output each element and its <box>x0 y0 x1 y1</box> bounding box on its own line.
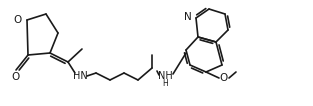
Text: H: H <box>162 80 168 89</box>
Text: O: O <box>14 15 22 25</box>
Text: NH: NH <box>158 71 172 81</box>
Text: N: N <box>184 12 192 22</box>
Text: HN: HN <box>73 71 87 81</box>
Text: O: O <box>11 72 19 82</box>
Text: O: O <box>220 73 228 83</box>
